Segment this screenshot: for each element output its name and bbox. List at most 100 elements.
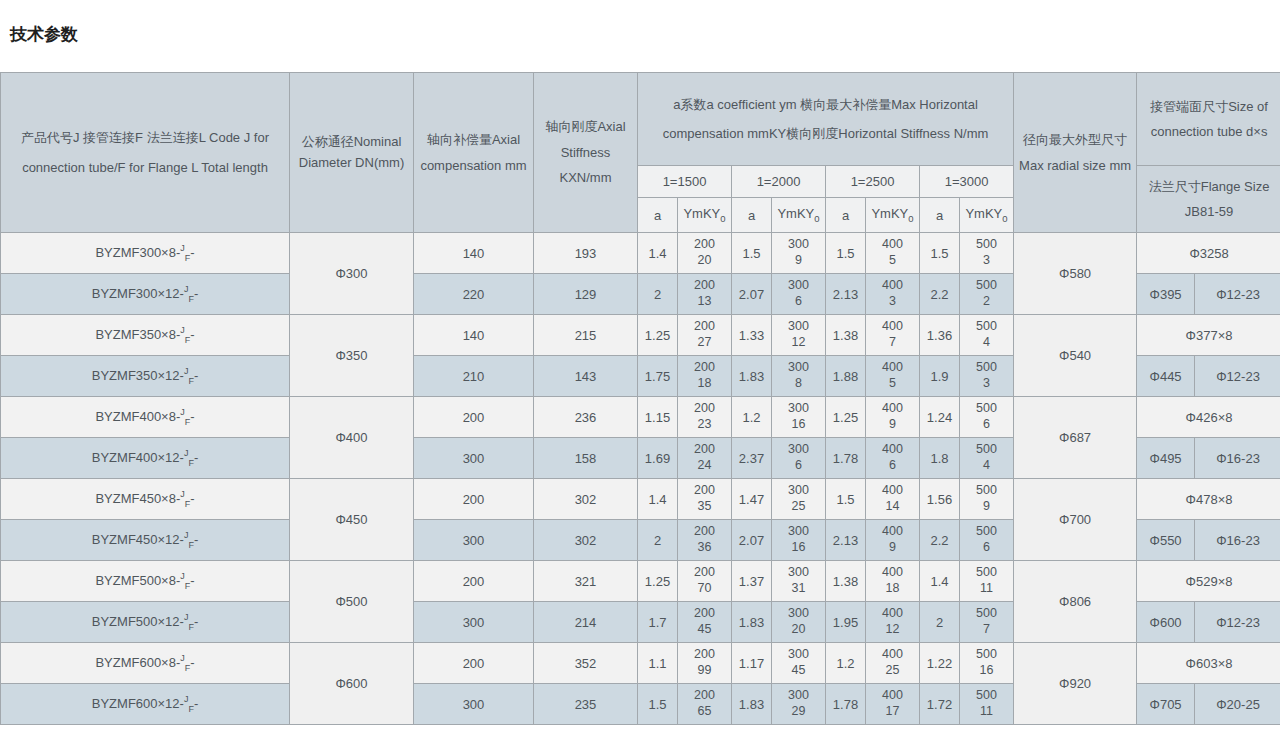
col-header-ymky-3: YmKY0 xyxy=(866,198,920,233)
coefficient-a-cell: 2.07 xyxy=(732,520,772,561)
ym-ky-cell: 50011 xyxy=(960,684,1014,725)
product-code-cell: BYZMF450×12-JF- xyxy=(1,520,290,561)
coefficient-a-cell: 1.9 xyxy=(920,356,960,397)
axial-stiffness-cell: 236 xyxy=(534,397,638,438)
product-code-tail: - xyxy=(190,491,194,506)
col-header-ymky-4: YmKY0 xyxy=(960,198,1014,233)
ky-value: 4 xyxy=(964,458,1009,474)
ym-value: 500 xyxy=(964,524,1009,540)
ym-value: 400 xyxy=(870,565,915,581)
ym-value: 300 xyxy=(776,319,821,335)
product-code-sup: J xyxy=(180,571,185,581)
product-code-sup: J xyxy=(184,284,189,294)
axial-compensation-cell: 300 xyxy=(414,602,534,643)
table-row: BYZMF500×8-JF-Φ5002003211.25200701.37300… xyxy=(1,561,1280,602)
ym-ky-cell: 20045 xyxy=(678,602,732,643)
product-code-base: BYZMF300×12- xyxy=(92,286,184,301)
ym-ky-cell: 5007 xyxy=(960,602,1014,643)
ym-ky-cell: 4009 xyxy=(866,397,920,438)
ym-value: 400 xyxy=(870,401,915,417)
ymky-label: YmKY xyxy=(777,206,814,221)
product-code-tail: - xyxy=(194,368,198,383)
ky-value: 20 xyxy=(776,622,821,638)
coefficient-a-cell: 1.7 xyxy=(638,602,678,643)
ky-value: 9 xyxy=(964,499,1009,515)
ky-value: 35 xyxy=(682,499,727,515)
coefficient-a-cell: 1.78 xyxy=(826,684,866,725)
coefficient-a-cell: 1.5 xyxy=(638,684,678,725)
ym-ky-cell: 4003 xyxy=(866,274,920,315)
ymky-subscript: 0 xyxy=(1002,213,1007,224)
coefficient-a-cell: 1.56 xyxy=(920,479,960,520)
ym-ky-cell: 5003 xyxy=(960,233,1014,274)
ym-ky-cell: 4007 xyxy=(866,315,920,356)
axial-compensation-cell: 300 xyxy=(414,520,534,561)
ky-value: 99 xyxy=(682,663,727,679)
product-code-cell: BYZMF350×12-JF- xyxy=(1,356,290,397)
product-code-tail: - xyxy=(194,286,198,301)
coefficient-a-cell: 1.1 xyxy=(638,643,678,684)
table-header: 产品代号J 接管连接F 法兰连接L Code J for connection … xyxy=(1,73,1280,233)
ym-value: 300 xyxy=(776,606,821,622)
ym-ky-cell: 5002 xyxy=(960,274,1014,315)
ym-value: 500 xyxy=(964,483,1009,499)
ky-value: 12 xyxy=(776,335,821,351)
coefficient-a-cell: 1.17 xyxy=(732,643,772,684)
product-code-base: BYZMF450×12- xyxy=(92,532,184,547)
axial-compensation-cell: 140 xyxy=(414,233,534,274)
ky-value: 16 xyxy=(964,663,1009,679)
coefficient-a-cell: 1.25 xyxy=(638,315,678,356)
product-code-sup: J xyxy=(180,489,185,499)
product-code-tail: - xyxy=(194,696,198,711)
coefficient-a-cell: 2.2 xyxy=(920,520,960,561)
ym-ky-cell: 20099 xyxy=(678,643,732,684)
col-header-a-2: a xyxy=(732,198,772,233)
product-code-cell: BYZMF500×8-JF- xyxy=(1,561,290,602)
col-header-product-code: 产品代号J 接管连接F 法兰连接L Code J for connection … xyxy=(1,73,290,233)
axial-compensation-cell: 200 xyxy=(414,643,534,684)
coefficient-a-cell: 1.95 xyxy=(826,602,866,643)
ymky-label: YmKY xyxy=(965,206,1002,221)
axial-stiffness-cell: 302 xyxy=(534,479,638,520)
coefficient-a-cell: 1.5 xyxy=(732,233,772,274)
flange-diameter-cell: Φ550 xyxy=(1137,520,1195,561)
coefficient-a-cell: 1.33 xyxy=(732,315,772,356)
product-code-base: BYZMF400×12- xyxy=(92,450,184,465)
ym-ky-cell: 5006 xyxy=(960,520,1014,561)
coefficient-a-cell: 1.78 xyxy=(826,438,866,479)
table-row: BYZMF400×8-JF-Φ4002002361.15200231.23001… xyxy=(1,397,1280,438)
page-title: 技术参数 xyxy=(0,0,1280,46)
ym-ky-cell: 4006 xyxy=(866,438,920,479)
product-code-base: BYZMF500×8- xyxy=(95,573,180,588)
col-header-max-radial-size: 径向最大外型尺寸 Max radial size mm xyxy=(1014,73,1137,233)
col-header-ymky-2: YmKY0 xyxy=(772,198,826,233)
product-code-cell: BYZMF300×8-JF- xyxy=(1,233,290,274)
product-code-sup: J xyxy=(184,366,189,376)
coefficient-a-cell: 1.38 xyxy=(826,561,866,602)
ym-value: 500 xyxy=(964,565,1009,581)
coefficient-a-cell: 1.83 xyxy=(732,684,772,725)
coefficient-a-cell: 1.15 xyxy=(638,397,678,438)
flange-diameter-cell: Φ495 xyxy=(1137,438,1195,479)
ym-ky-cell: 5004 xyxy=(960,438,1014,479)
connection-tube-size-cell: Φ377×8 xyxy=(1137,315,1280,356)
ym-ky-cell: 3008 xyxy=(772,356,826,397)
axial-stiffness-cell: 143 xyxy=(534,356,638,397)
bolt-holes-cell: Φ16-23 xyxy=(1195,520,1280,561)
col-header-connection-tube-size: 接管端面尺寸Size of connection tube d×s xyxy=(1137,73,1280,166)
product-code-tail: - xyxy=(194,532,198,547)
product-code-base: BYZMF300×8- xyxy=(95,245,180,260)
ky-value: 29 xyxy=(776,704,821,720)
max-radial-size-cell: Φ580 xyxy=(1014,233,1137,315)
coefficient-a-cell: 1.88 xyxy=(826,356,866,397)
ym-ky-cell: 30016 xyxy=(772,520,826,561)
nominal-diameter-cell: Φ400 xyxy=(290,397,414,479)
ky-value: 3 xyxy=(870,294,915,310)
ym-value: 200 xyxy=(682,237,727,253)
ky-value: 17 xyxy=(870,704,915,720)
ym-value: 300 xyxy=(776,483,821,499)
ym-ky-cell: 30016 xyxy=(772,397,826,438)
coefficient-a-cell: 1.36 xyxy=(920,315,960,356)
flange-diameter-cell: Φ395 xyxy=(1137,274,1195,315)
col-header-flange-size: 法兰尺寸Flange Size JB81-59 xyxy=(1137,166,1280,233)
